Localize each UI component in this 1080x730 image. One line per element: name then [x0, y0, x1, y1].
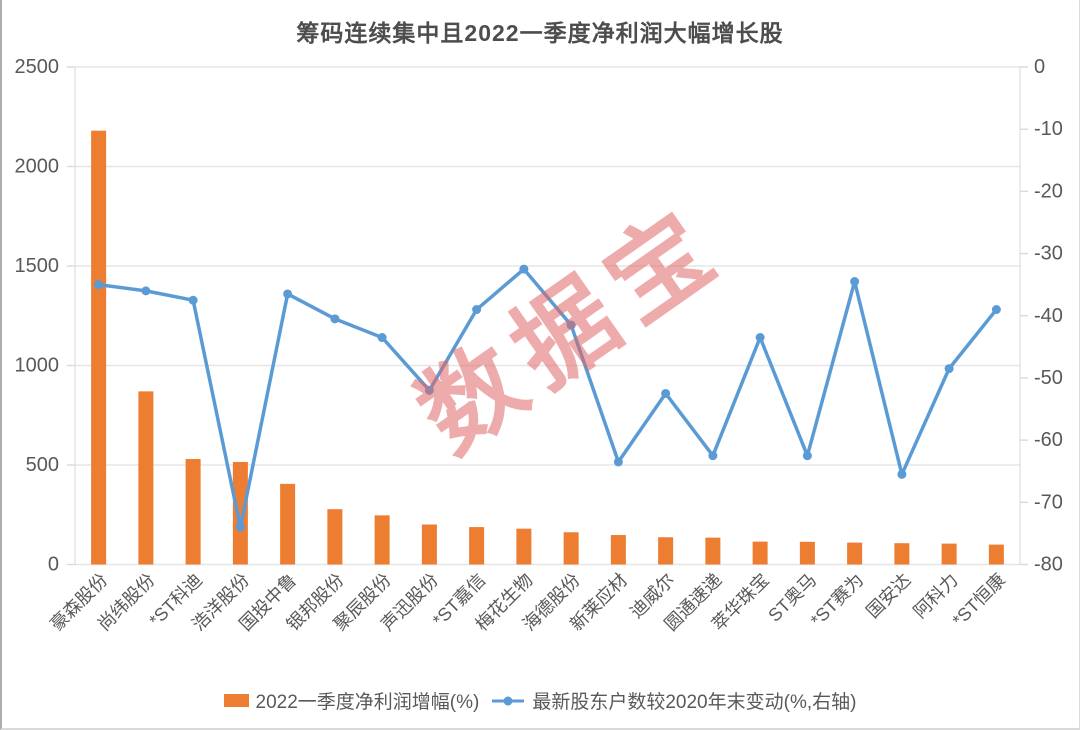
category-label-*ST赛为: *ST赛为: [807, 570, 868, 631]
bar-海德股份: [563, 532, 579, 565]
bar-聚辰股份: [374, 515, 390, 565]
line-point-*ST赛为: [850, 277, 860, 287]
category-label-*ST恒康: *ST恒康: [948, 570, 1009, 631]
line-point-*ST恒康: [991, 305, 1001, 315]
bar-*ST赛为: [847, 542, 863, 565]
right-axis-tick-label: -20: [1034, 180, 1063, 202]
bar-阿科力: [941, 543, 957, 565]
bar-尚纬股份: [138, 391, 154, 565]
line-point-浩洋股份: [235, 522, 245, 532]
category-label-国安达: 国安达: [862, 570, 914, 622]
line-point-梅花生物: [519, 264, 529, 274]
left-axis-tick-label: 0: [48, 554, 59, 576]
left-axis-tick-label: 1000: [15, 355, 60, 377]
bar-梅花生物: [516, 528, 532, 565]
left-axis-tick-label: 2500: [15, 56, 60, 78]
bar-豪森股份: [91, 130, 107, 565]
line-point-海德股份: [566, 320, 576, 330]
line-point-圆通速递: [708, 451, 718, 461]
line-point-阿科力: [944, 364, 954, 374]
right-axis-tick-label: -30: [1034, 243, 1063, 265]
bar-*ST嘉信: [469, 527, 485, 565]
right-axis-tick-label: -10: [1034, 118, 1063, 140]
bar-ST奥马: [799, 541, 815, 565]
line-point-新莱应材: [613, 457, 623, 467]
bar-萃华珠宝: [752, 541, 768, 565]
chart-legend: 2022一季度净利润增幅(%) 最新股东户数较2020年末变动(%,右轴): [0, 687, 1080, 714]
bar-series-swatch-icon: [223, 694, 249, 707]
bar-*ST科迪: [185, 459, 201, 565]
line-point-ST奥马: [802, 451, 812, 461]
left-axis-tick-label: 500: [26, 454, 59, 476]
legend-item-bar-series: 2022一季度净利润增幅(%): [223, 687, 480, 714]
bar-国投中鲁: [280, 483, 296, 565]
line-series-marker-icon: [492, 696, 525, 705]
right-axis-tick-label: 0: [1034, 56, 1045, 78]
bar-银邦股份: [327, 509, 343, 565]
right-axis-tick-label: -70: [1034, 491, 1063, 513]
right-axis-tick-label: -60: [1034, 429, 1063, 451]
legend-label-bar-series: 2022一季度净利润增幅(%): [255, 692, 480, 713]
line-point-*ST嘉信: [472, 305, 482, 315]
right-axis-tick-label: -50: [1034, 367, 1063, 389]
line-point-银邦股份: [330, 314, 340, 324]
line-point-国安达: [897, 469, 907, 479]
legend-label-line-series: 最新股东户数较2020年末变动(%,右轴): [532, 692, 857, 713]
line-point-*ST科迪: [188, 295, 198, 305]
line-series-path: [96, 267, 999, 529]
bar-新莱应材: [610, 535, 626, 565]
right-axis-tick-label: -40: [1034, 305, 1063, 327]
left-axis-tick-label: 2000: [15, 156, 60, 178]
line-point-豪森股份: [94, 280, 104, 290]
chart-title: 筹码连续集中且2022一季度净利润大幅增长股: [296, 20, 784, 46]
right-axis-tick-label: -80: [1034, 554, 1063, 576]
line-point-迪威尔: [661, 388, 671, 398]
line-point-声迅股份: [424, 385, 434, 395]
bar-*ST恒康: [988, 544, 1004, 565]
line-point-国投中鲁: [283, 289, 293, 299]
legend-item-line-series: 最新股东户数较2020年末变动(%,右轴): [491, 687, 856, 714]
left-axis-tick-label: 1500: [15, 255, 60, 277]
bar-声迅股份: [421, 524, 437, 565]
line-point-尚纬股份: [141, 286, 151, 296]
line-point-聚辰股份: [377, 333, 387, 343]
bar-迪威尔: [658, 537, 674, 565]
bar-浩洋股份: [232, 462, 248, 565]
bar-国安达: [894, 543, 910, 565]
bar-圆通速递: [705, 537, 721, 565]
chart-canvas: 2500 2000 1500 1000 500 0 0 -10 -20 -30 -40 -50 -60 -…: [15, 56, 1063, 635]
line-point-萃华珠宝: [755, 333, 765, 343]
